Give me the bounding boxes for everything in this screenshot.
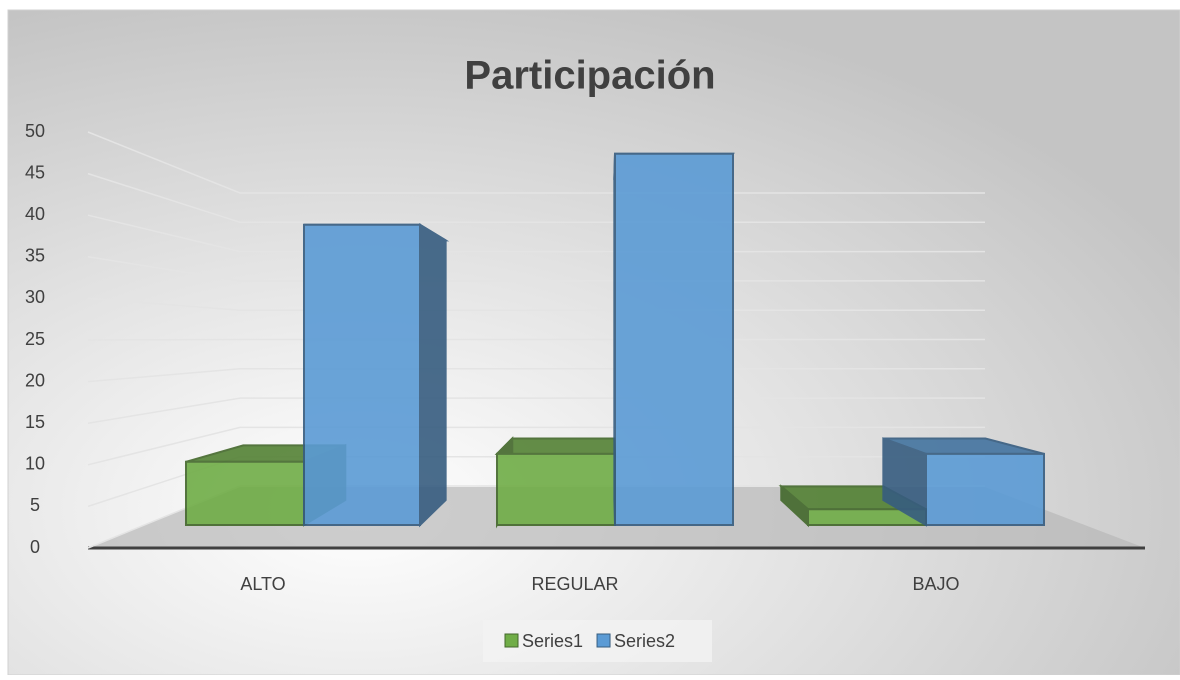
bar	[882, 437, 1045, 527]
y-tick-label: 40	[25, 204, 45, 224]
y-tick-label: 10	[25, 454, 45, 474]
grid-line	[87, 338, 985, 341]
bar-front	[185, 460, 305, 526]
grid-line	[87, 214, 985, 253]
grid-line	[87, 297, 985, 311]
legend-swatch	[504, 633, 519, 648]
bar-side	[419, 223, 447, 528]
grid-line	[87, 256, 985, 282]
y-tick-label: 30	[25, 287, 45, 307]
y-tick-label: 50	[25, 121, 45, 141]
bar	[494, 436, 617, 529]
legend-label: Series1	[522, 631, 583, 651]
y-tick-label: 25	[25, 329, 45, 349]
grid-line	[87, 397, 985, 424]
bar	[303, 223, 450, 528]
y-tick-label: 15	[25, 412, 45, 432]
y-tick-label: 20	[25, 370, 45, 390]
y-tick-label: 35	[25, 246, 45, 266]
legend-swatch	[596, 633, 611, 648]
chart-area	[7, 9, 1180, 676]
y-tick-label: 45	[25, 162, 45, 182]
bar-front	[925, 452, 1045, 526]
y-tick-label: 0	[30, 537, 40, 557]
grid-line	[87, 426, 985, 466]
x-tick-label: REGULAR	[531, 574, 618, 594]
bar-front	[614, 152, 734, 526]
grid-line	[87, 172, 985, 224]
legend-label: Series2	[614, 631, 675, 651]
chart-title: Participación	[464, 54, 715, 98]
bar	[613, 152, 735, 526]
bar-front	[303, 223, 421, 526]
x-tick-label: ALTO	[240, 574, 285, 594]
y-tick-label: 5	[30, 495, 40, 515]
x-tick-label: BAJO	[912, 574, 959, 594]
grid-line	[87, 131, 985, 194]
grid-line	[87, 368, 985, 383]
bar-top	[494, 437, 617, 455]
bar-front	[496, 452, 616, 526]
